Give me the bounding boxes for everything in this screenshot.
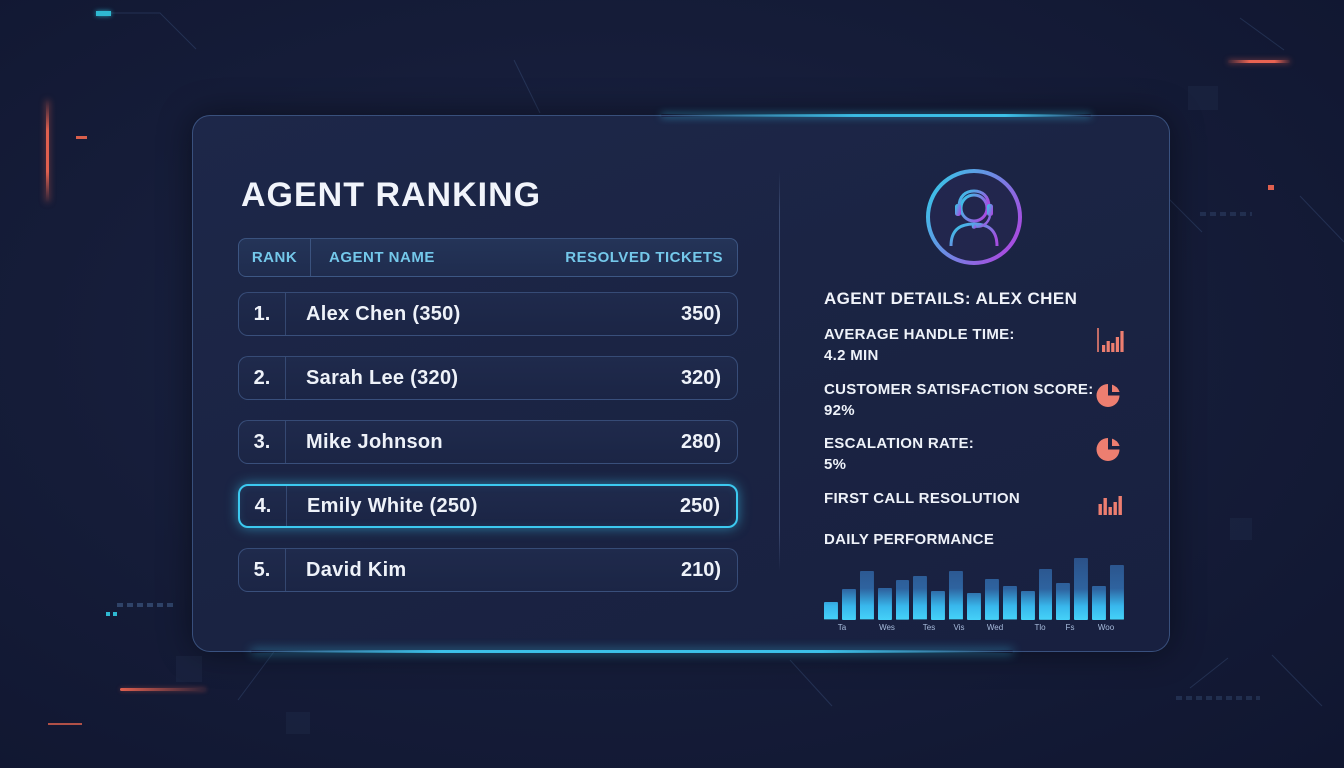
ranking-table: 1. Alex Chen (350) 350) 2. Sarah Lee (32… [238, 292, 738, 612]
page-title: AGENT RANKING [241, 176, 542, 214]
panel-top-accent [661, 114, 1091, 117]
chart-x-labels: Ta Wes Tes Vis Wed Tlo Fs Woo [824, 623, 1124, 637]
chart-tick-label: Tlo [1034, 622, 1046, 632]
performance-bar [931, 590, 946, 620]
rank-cell: 4. [240, 486, 287, 526]
stat-label: FIRST CALL RESOLUTION [824, 489, 1021, 507]
daily-performance-chart [824, 557, 1124, 620]
faint-square [1230, 518, 1252, 540]
tickets-cell: 280) [680, 430, 721, 453]
glitch-bits [1176, 696, 1260, 700]
performance-bar [1020, 590, 1035, 620]
table-row-selected[interactable]: 4. Emily White (250) 250) [238, 484, 738, 528]
performance-bar [859, 571, 874, 620]
rank-cell: 2. [239, 357, 286, 399]
cyan-dash [96, 11, 111, 16]
bar-chart-icon [1098, 495, 1122, 515]
table-row[interactable]: 1. Alex Chen (350) 350) [238, 292, 738, 336]
red-dash-bottom [48, 723, 82, 725]
tickets-cell: 210) [680, 558, 721, 581]
stat-customer-satisfaction: CUSTOMER SATISFACTION SCORE: 92% [824, 379, 1124, 422]
table-row[interactable]: 5. David Kim 210) [238, 548, 738, 592]
stat-escalation-rate: ESCALATION RATE: 5% [824, 433, 1124, 476]
performance-bar [913, 576, 928, 620]
pie-chart-icon [1096, 438, 1120, 462]
stat-value: 5% [824, 456, 847, 474]
agent-details-section: AGENT DETAILS: ALEX CHEN AVERAGE HANDLE … [824, 156, 1124, 637]
red-glow-line-top-right [1228, 60, 1290, 63]
tickets-cell: 320) [680, 366, 721, 389]
performance-bar [824, 602, 838, 620]
agent-name-cell: David Kim [306, 558, 407, 581]
faint-square [1188, 86, 1218, 110]
performance-bar [1110, 565, 1124, 620]
performance-bar [1092, 585, 1106, 620]
glitch-bits [1200, 212, 1252, 216]
tickets-cell: 350) [680, 302, 721, 325]
cyan-dot [106, 612, 110, 616]
faint-square [286, 712, 310, 734]
faint-square [176, 656, 202, 682]
stat-label: CUSTOMER SATISFACTION SCORE: [824, 380, 1094, 398]
table-row[interactable]: 3. Mike Johnson 280) [238, 420, 738, 464]
agent-ranking-panel: AGENT RANKING RANK AGENT NAME RESOLVED T… [192, 114, 1170, 653]
red-glow-line-bottom [120, 688, 206, 691]
agent-details-heading: AGENT DETAILS: ALEX CHEN [824, 289, 1078, 308]
rank-cell: 1. [239, 293, 286, 335]
table-header: RANK AGENT NAME RESOLVED TICKETS [238, 238, 738, 277]
chart-tick-label: Wes [879, 622, 895, 632]
chart-tick-label: Ta [837, 622, 847, 632]
performance-bar [841, 588, 856, 620]
stat-value: 4.2 MIN [824, 347, 879, 365]
red-dash [76, 136, 87, 139]
table-row[interactable]: 2. Sarah Lee (320) 320) [238, 356, 738, 400]
performance-bar [895, 580, 910, 620]
stat-label: AVERAGE HANDLE TIME: [824, 326, 1015, 343]
agent-name-cell: Sarah Lee (320) [306, 366, 459, 389]
chart-tick-label: Tes [922, 622, 936, 632]
header-agent-name: AGENT NAME [329, 249, 435, 266]
stat-first-call-resolution: FIRST CALL RESOLUTION [824, 488, 1124, 519]
performance-bar [1002, 586, 1017, 620]
performance-bar [984, 578, 999, 620]
daily-performance-title: DAILY PERFORMANCE [824, 530, 995, 548]
chart-tick-label: Fs [1065, 622, 1075, 632]
chart-tick-label: Vis [953, 622, 965, 632]
header-rank: RANK [239, 239, 311, 276]
pie-chart-icon [1096, 383, 1120, 407]
red-dot [1268, 185, 1274, 190]
performance-bar [1056, 582, 1071, 620]
stat-value: 92% [824, 401, 855, 419]
performance-bar [967, 592, 981, 620]
red-glow-line-left [46, 100, 49, 202]
vertical-divider [779, 171, 780, 571]
stat-average-handle-time: AVERAGE HANDLE TIME: 4.2 MIN [824, 324, 1124, 367]
glitch-bits [117, 603, 177, 607]
cyan-dot [113, 612, 117, 616]
bar-chart-axis-icon [1097, 328, 1124, 352]
agent-name-cell: Emily White (250) [307, 494, 478, 517]
rank-cell: 3. [239, 421, 286, 463]
agent-name-cell: Mike Johnson [306, 430, 443, 453]
performance-bar [877, 587, 892, 620]
stat-label: ESCALATION RATE: [824, 435, 975, 453]
performance-bar [949, 571, 963, 620]
performance-bar [1074, 557, 1089, 620]
agent-name-cell: Alex Chen (350) [306, 302, 461, 325]
headset-agent-icon [926, 169, 1022, 265]
tickets-cell: 250) [679, 494, 720, 517]
chart-tick-label: Woo [1097, 622, 1115, 632]
performance-bar [1038, 568, 1053, 620]
rank-cell: 5. [239, 549, 286, 591]
chart-tick-label: Wed [986, 622, 1004, 632]
panel-bottom-accent [251, 650, 1013, 653]
stats-list: AVERAGE HANDLE TIME: 4.2 MIN CU [824, 324, 1124, 519]
header-resolved-tickets: RESOLVED TICKETS [565, 249, 723, 266]
